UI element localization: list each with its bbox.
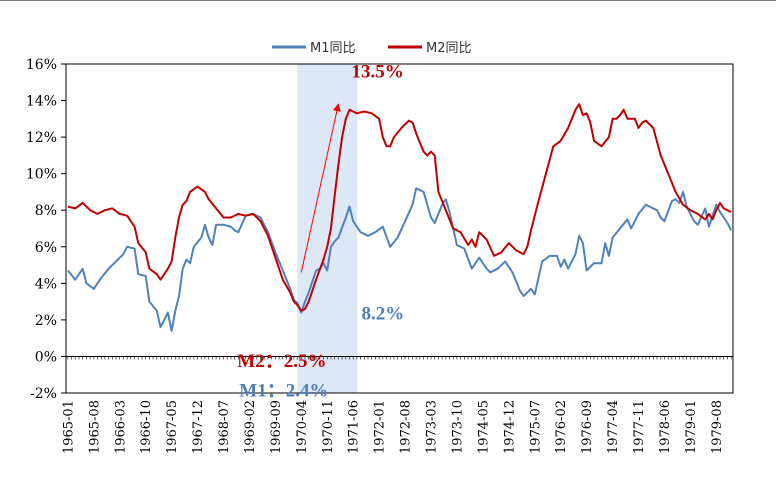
y-tick-label: 10% <box>26 167 57 183</box>
x-tick-label: 1973-03 <box>425 400 440 454</box>
x-tick-label: 1974-12 <box>502 400 517 454</box>
y-tick-label: -2% <box>30 386 57 402</box>
x-tick-label: 1966-10 <box>139 400 154 454</box>
top-border-line <box>0 0 776 1</box>
highlight-band <box>297 64 358 393</box>
x-tick-label: 1969-02 <box>243 400 258 454</box>
chart-legend: M1同比 M2同比 <box>272 41 472 56</box>
legend-label-m2: M2同比 <box>426 41 472 56</box>
x-tick-label: 1970-11 <box>321 400 336 454</box>
y-tick-label: 2% <box>35 313 57 329</box>
x-tick-label: 1968-07 <box>217 400 232 454</box>
x-tick-label: 1967-12 <box>191 400 206 454</box>
y-tick-label: 8% <box>35 203 57 219</box>
x-tick-label: 1977-11 <box>632 400 647 454</box>
x-tick-label: 1969-09 <box>269 400 284 454</box>
series-line-m2 <box>67 103 732 312</box>
x-tick-label: 1978-06 <box>658 400 673 454</box>
y-tick-label: 0% <box>35 349 57 365</box>
trend-arrow <box>300 103 341 273</box>
y-tick-label: 12% <box>26 130 57 146</box>
y-tick-label: 4% <box>35 276 57 292</box>
x-tick-label: 1976-09 <box>580 400 595 454</box>
x-tick-label: 1976-02 <box>554 400 569 454</box>
annotation-m2-peak: 13.5% <box>351 62 403 83</box>
annotation-m1-low: M1：2.4% <box>239 381 328 402</box>
plot-area: -2% 0% 2% 4% 6% 8% 10% 12% 14% 16% 1965-01 1965-08 1… <box>26 57 734 454</box>
y-tick-label: 16% <box>26 57 57 73</box>
x-tick-label: 1970-04 <box>295 400 310 454</box>
legend-label-m1: M1同比 <box>310 41 356 56</box>
x-tick-label: 1975-07 <box>528 400 543 454</box>
plot-border <box>65 63 734 394</box>
x-tick-label: 1967-05 <box>165 400 180 454</box>
x-tick-label: 1979-08 <box>710 400 725 454</box>
x-tick-label: 1977-04 <box>606 400 621 454</box>
annotation-m1-value: 8.2% <box>361 304 404 325</box>
annotation-m2-low: M2：2.5% <box>237 351 326 372</box>
x-tick-label: 1972-01 <box>373 400 388 454</box>
x-tick-label: 1974-05 <box>476 400 491 454</box>
x-tick-label: 1965-01 <box>61 400 76 454</box>
series-line-m1 <box>67 187 732 332</box>
y-tick-label: 14% <box>26 94 57 110</box>
x-tick-label: 1972-08 <box>399 400 414 454</box>
x-tick-label: 1965-08 <box>87 400 102 454</box>
x-tick-label: 1971-06 <box>347 400 362 454</box>
x-tick-label: 1979-01 <box>684 400 699 454</box>
x-tick-label: 1966-03 <box>113 400 128 454</box>
y-tick-label: 6% <box>35 240 57 256</box>
x-tick-label: 1973-10 <box>450 400 465 454</box>
